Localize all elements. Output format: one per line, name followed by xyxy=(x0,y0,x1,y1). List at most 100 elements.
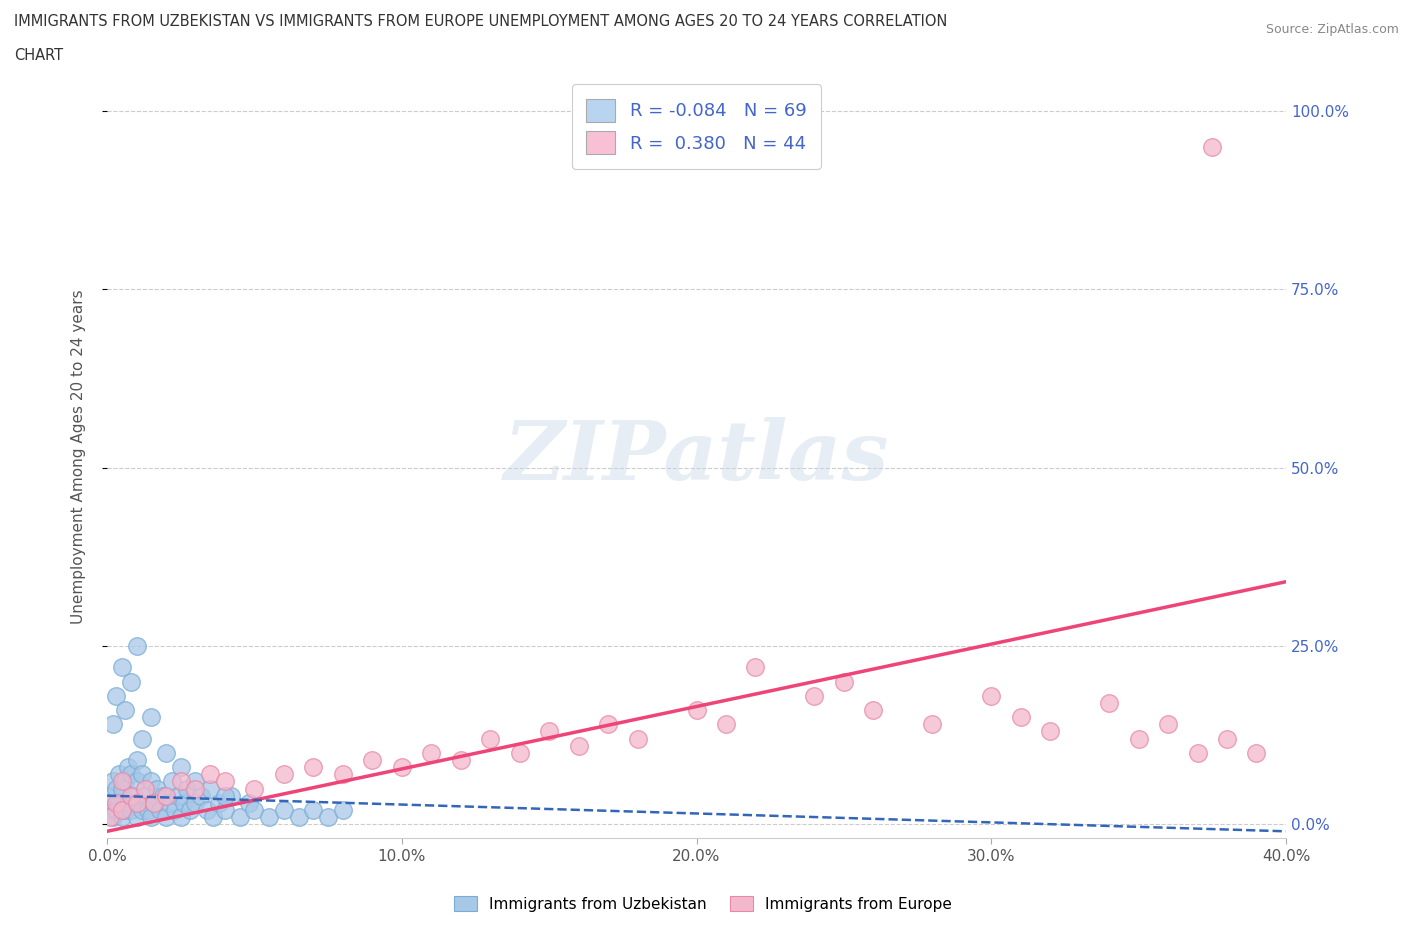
Point xyxy=(101,774,124,789)
Point xyxy=(1157,717,1180,732)
Point xyxy=(190,789,212,804)
Point xyxy=(155,789,177,804)
Point xyxy=(509,746,531,761)
Point xyxy=(568,738,591,753)
Point xyxy=(125,752,148,767)
Point xyxy=(1039,724,1062,739)
Point xyxy=(200,781,222,796)
Point xyxy=(1010,710,1032,724)
Point xyxy=(173,795,195,810)
Point xyxy=(202,810,225,825)
Point xyxy=(479,731,502,746)
Point xyxy=(141,774,163,789)
Point xyxy=(176,781,198,796)
Point xyxy=(125,795,148,810)
Point xyxy=(214,774,236,789)
Point xyxy=(685,703,707,718)
Point xyxy=(149,803,172,817)
Point xyxy=(120,674,142,689)
Point xyxy=(98,789,121,804)
Point xyxy=(98,810,121,825)
Point xyxy=(170,810,193,825)
Point xyxy=(120,789,142,804)
Point xyxy=(108,795,131,810)
Point xyxy=(332,803,354,817)
Point xyxy=(111,774,134,789)
Point xyxy=(803,688,825,703)
Point xyxy=(980,688,1002,703)
Point xyxy=(134,789,156,804)
Text: Source: ZipAtlas.com: Source: ZipAtlas.com xyxy=(1265,23,1399,36)
Point xyxy=(131,731,153,746)
Point xyxy=(111,810,134,825)
Point xyxy=(257,810,280,825)
Point xyxy=(155,810,177,825)
Point xyxy=(114,703,136,718)
Point xyxy=(179,803,201,817)
Point xyxy=(157,795,180,810)
Point xyxy=(538,724,561,739)
Point xyxy=(125,639,148,654)
Point xyxy=(714,717,737,732)
Point xyxy=(1201,140,1223,154)
Legend: Immigrants from Uzbekistan, Immigrants from Europe: Immigrants from Uzbekistan, Immigrants f… xyxy=(449,889,957,918)
Point xyxy=(155,746,177,761)
Point xyxy=(316,810,339,825)
Point xyxy=(219,789,242,804)
Point xyxy=(238,795,260,810)
Point xyxy=(117,760,139,775)
Point xyxy=(141,710,163,724)
Point xyxy=(287,810,309,825)
Point xyxy=(200,767,222,782)
Point xyxy=(120,803,142,817)
Point xyxy=(921,717,943,732)
Point xyxy=(214,803,236,817)
Point xyxy=(143,795,166,810)
Point xyxy=(101,810,124,825)
Point xyxy=(332,767,354,782)
Point xyxy=(111,660,134,675)
Point xyxy=(302,760,325,775)
Point xyxy=(160,774,183,789)
Point xyxy=(273,803,295,817)
Point xyxy=(117,795,139,810)
Point xyxy=(138,803,160,817)
Point xyxy=(114,774,136,789)
Point xyxy=(214,789,236,804)
Point xyxy=(170,774,193,789)
Point xyxy=(420,746,443,761)
Text: CHART: CHART xyxy=(14,48,63,63)
Point xyxy=(146,781,169,796)
Point xyxy=(598,717,620,732)
Point xyxy=(195,803,218,817)
Point xyxy=(243,803,266,817)
Point xyxy=(744,660,766,675)
Point xyxy=(125,774,148,789)
Point xyxy=(114,803,136,817)
Point xyxy=(122,789,145,804)
Point xyxy=(184,795,207,810)
Point xyxy=(111,803,134,817)
Point xyxy=(1187,746,1209,761)
Point xyxy=(163,803,186,817)
Point xyxy=(243,781,266,796)
Y-axis label: Unemployment Among Ages 20 to 24 years: Unemployment Among Ages 20 to 24 years xyxy=(72,289,86,624)
Point xyxy=(143,795,166,810)
Point xyxy=(131,767,153,782)
Point xyxy=(104,688,127,703)
Point xyxy=(108,767,131,782)
Point xyxy=(120,767,142,782)
Point xyxy=(104,803,127,817)
Point xyxy=(450,752,472,767)
Point xyxy=(1098,696,1121,711)
Point xyxy=(273,767,295,782)
Point xyxy=(862,703,884,718)
Point xyxy=(104,795,127,810)
Point xyxy=(391,760,413,775)
Text: IMMIGRANTS FROM UZBEKISTAN VS IMMIGRANTS FROM EUROPE UNEMPLOYMENT AMONG AGES 20 : IMMIGRANTS FROM UZBEKISTAN VS IMMIGRANTS… xyxy=(14,14,948,29)
Point xyxy=(361,752,384,767)
Point xyxy=(208,795,231,810)
Point xyxy=(152,789,174,804)
Point xyxy=(98,803,121,817)
Point xyxy=(104,781,127,796)
